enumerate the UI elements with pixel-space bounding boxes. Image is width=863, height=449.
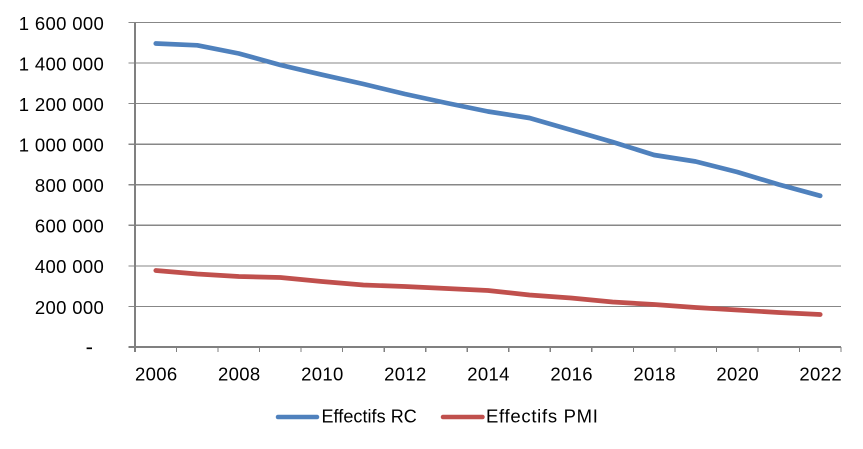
svg-text:200 000: 200 000 xyxy=(35,297,104,318)
svg-text:Effectifs PMI: Effectifs PMI xyxy=(486,406,599,427)
svg-text:2018: 2018 xyxy=(633,364,676,385)
svg-text:800 000: 800 000 xyxy=(35,175,104,196)
svg-text:1 000 000: 1 000 000 xyxy=(19,135,104,156)
svg-text:2016: 2016 xyxy=(550,364,593,385)
svg-text:Effectifs RC: Effectifs RC xyxy=(322,407,417,427)
svg-text:2010: 2010 xyxy=(301,364,344,385)
svg-text:2008: 2008 xyxy=(218,364,261,385)
svg-text:400 000: 400 000 xyxy=(35,256,104,277)
svg-text:2022: 2022 xyxy=(799,364,842,385)
svg-text:1 600 000: 1 600 000 xyxy=(19,13,104,34)
svg-text:1 200 000: 1 200 000 xyxy=(19,94,104,115)
svg-text:2014: 2014 xyxy=(467,364,510,385)
svg-text:1 400 000: 1 400 000 xyxy=(19,53,104,74)
svg-text:2020: 2020 xyxy=(716,364,759,385)
svg-text:600 000: 600 000 xyxy=(35,216,104,237)
svg-text:2006: 2006 xyxy=(135,364,178,385)
svg-text:2012: 2012 xyxy=(384,364,427,385)
